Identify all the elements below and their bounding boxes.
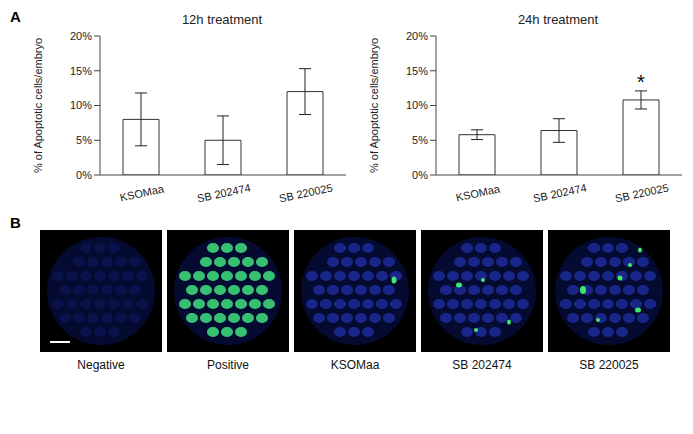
svg-text:% of Apoptotic cells/embryo: % of Apoptotic cells/embryo bbox=[32, 38, 44, 173]
html-text:SB 202474: SB 202474 bbox=[452, 358, 512, 372]
html-text:B: B bbox=[10, 214, 21, 231]
svg-text:0%: 0% bbox=[412, 169, 428, 181]
svg-text:SB 220025: SB 220025 bbox=[614, 181, 670, 204]
svg-text:KSOMaa: KSOMaa bbox=[119, 182, 166, 203]
html-text:24h treatment: 24h treatment bbox=[517, 12, 599, 27]
svg-text:15%: 15% bbox=[406, 65, 428, 77]
svg-text:5%: 5% bbox=[76, 134, 92, 146]
svg-text:SB 202474: SB 202474 bbox=[532, 181, 588, 204]
svg-text:10%: 10% bbox=[406, 99, 428, 111]
svg-text:5%: 5% bbox=[412, 134, 428, 146]
svg-text:SB 220025: SB 220025 bbox=[278, 181, 334, 204]
html-text:SB 220025: SB 220025 bbox=[579, 358, 639, 372]
svg-text:% of Apoptotic cells/embryo: % of Apoptotic cells/embryo bbox=[368, 38, 380, 173]
html-text:KSOMaa: KSOMaa bbox=[330, 358, 380, 372]
svg-text:*: * bbox=[637, 71, 645, 93]
svg-text:15%: 15% bbox=[70, 65, 92, 77]
svg-text:SB 202474: SB 202474 bbox=[196, 181, 252, 204]
svg-text:20%: 20% bbox=[70, 30, 92, 42]
html-text:Positive: Positive bbox=[207, 358, 249, 372]
svg-text:10%: 10% bbox=[70, 99, 92, 111]
svg-text:0%: 0% bbox=[76, 169, 92, 181]
html-text:12h treatment: 12h treatment bbox=[181, 12, 263, 27]
svg-text:KSOMaa: KSOMaa bbox=[455, 182, 502, 203]
svg-text:20%: 20% bbox=[406, 30, 428, 42]
html-text:Negative: Negative bbox=[77, 358, 125, 372]
html-text:A: A bbox=[10, 8, 21, 25]
